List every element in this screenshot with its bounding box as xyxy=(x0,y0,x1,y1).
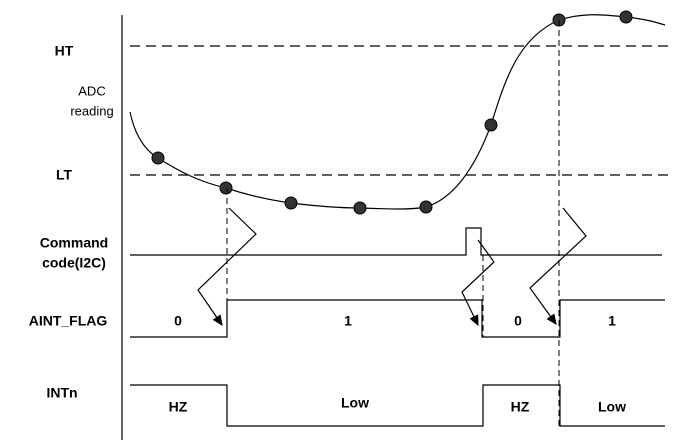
flag-state: 0 xyxy=(514,313,522,329)
flag-state: 1 xyxy=(344,313,352,329)
intn-state: HZ xyxy=(169,399,188,415)
sample xyxy=(151,151,165,165)
sample xyxy=(419,200,433,214)
command-signal xyxy=(130,227,662,256)
intn-label: INTn xyxy=(46,385,77,401)
sample xyxy=(484,118,498,132)
adc-curve xyxy=(129,14,666,210)
trigger-arrow xyxy=(461,239,495,327)
intn-state: HZ xyxy=(511,399,530,415)
sample xyxy=(284,196,298,210)
flag-state: 0 xyxy=(174,313,182,329)
intn-signal xyxy=(130,384,665,427)
sample xyxy=(219,181,233,195)
trigger-arrow xyxy=(529,207,587,325)
adc-label: ADC xyxy=(78,83,105,98)
sample xyxy=(619,10,633,24)
samples xyxy=(151,10,633,215)
sample xyxy=(353,201,367,215)
aint-flag-label: AINT_FLAG xyxy=(29,313,108,329)
trigger-arrow xyxy=(197,207,257,326)
intn-state: Low xyxy=(341,395,369,411)
adc-label: reading xyxy=(70,103,113,118)
ht-label: HT xyxy=(55,43,74,59)
command-label: Command xyxy=(40,235,108,251)
command-label: code(I2C) xyxy=(42,255,106,271)
lt-label: LT xyxy=(56,167,73,183)
flag-state: 1 xyxy=(608,313,616,329)
aint-flag-signal xyxy=(130,299,665,338)
intn-state: Low xyxy=(598,399,626,415)
